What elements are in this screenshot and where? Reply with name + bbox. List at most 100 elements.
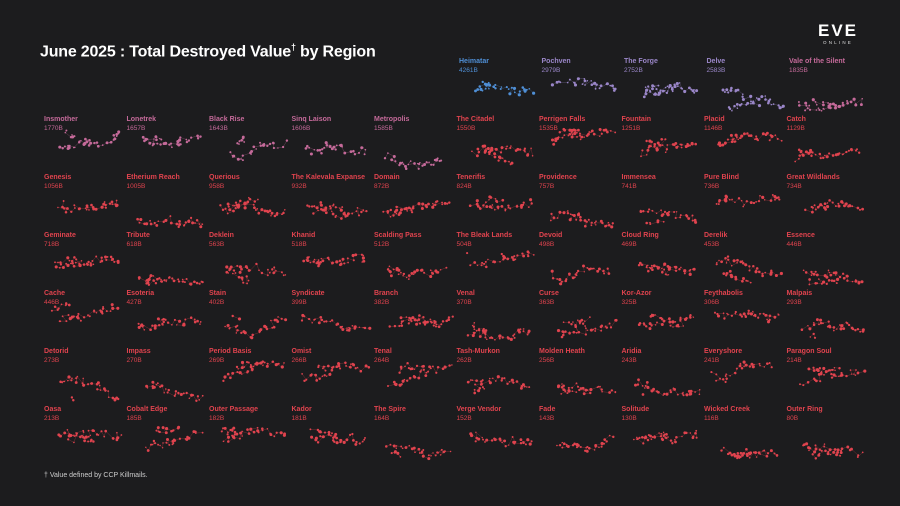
region-value: 1005B (126, 183, 146, 190)
region-value: 518B (291, 241, 307, 248)
system-point (574, 276, 576, 279)
system-point (574, 273, 577, 276)
system-point (595, 224, 597, 226)
region-cell: Kor-Azor 325B (622, 290, 702, 344)
system-point (600, 329, 603, 332)
region-map (550, 77, 617, 92)
system-point (171, 429, 175, 432)
system-point (394, 382, 398, 387)
system-point (201, 431, 204, 434)
system-point (499, 87, 502, 91)
system-point (100, 205, 104, 209)
system-point (310, 373, 313, 376)
system-point (137, 325, 141, 329)
system-point (70, 210, 73, 214)
system-point (768, 362, 771, 364)
system-point (361, 326, 364, 329)
system-point (324, 320, 327, 323)
system-point (736, 258, 739, 262)
system-point (566, 81, 568, 84)
system-point (224, 325, 226, 328)
system-point (575, 271, 578, 274)
system-point (751, 101, 755, 105)
system-point (402, 274, 404, 277)
system-point (747, 309, 750, 312)
region-name: Kor-Azor (621, 290, 652, 297)
system-point (575, 218, 578, 221)
system-point (156, 426, 160, 430)
system-point (666, 436, 669, 438)
region-map (639, 208, 697, 226)
system-point (66, 146, 70, 151)
system-point (393, 324, 397, 328)
system-point (59, 263, 63, 266)
system-point (408, 316, 411, 320)
region-name: Venal (456, 290, 475, 297)
system-point (558, 131, 562, 134)
system-point (744, 363, 748, 367)
system-point (167, 388, 170, 392)
system-point (198, 323, 201, 325)
system-point (335, 322, 339, 326)
system-point (637, 436, 641, 440)
system-point (120, 434, 123, 436)
region-name: The Kalevala Expanse (291, 174, 366, 181)
system-point (582, 77, 585, 80)
system-point (108, 202, 112, 205)
system-point (666, 85, 669, 88)
system-point (338, 259, 341, 263)
system-point (386, 211, 389, 214)
system-point (483, 82, 487, 86)
system-point (837, 204, 840, 208)
system-point (246, 371, 249, 374)
system-point (673, 85, 677, 89)
system-point (471, 334, 475, 338)
system-point (225, 270, 229, 274)
system-point (527, 206, 530, 209)
system-point (500, 146, 503, 150)
system-point (664, 432, 668, 436)
system-point (592, 267, 595, 270)
system-point (253, 200, 257, 203)
system-point (489, 149, 492, 152)
system-point (555, 80, 559, 84)
system-point (473, 383, 476, 386)
system-point (70, 315, 74, 319)
system-point (779, 271, 783, 276)
system-point (647, 208, 650, 211)
system-point (757, 139, 759, 142)
system-point (169, 142, 172, 145)
system-point (343, 215, 347, 218)
system-point (778, 106, 782, 110)
system-point (152, 138, 155, 140)
region-value: 1643B (209, 125, 228, 132)
system-point (490, 439, 493, 442)
system-point (844, 202, 848, 206)
system-point (74, 381, 78, 384)
system-point (234, 201, 238, 204)
system-point (61, 315, 64, 318)
system-point (87, 440, 90, 443)
system-point (561, 136, 564, 139)
system-point (272, 360, 274, 363)
system-point (436, 451, 439, 454)
system-point (358, 326, 360, 329)
system-point (590, 221, 593, 224)
system-point (806, 367, 810, 371)
system-point (74, 261, 77, 264)
system-point (565, 278, 568, 281)
system-point (500, 198, 504, 202)
system-point (53, 305, 57, 308)
system-point (273, 214, 277, 218)
system-point (392, 444, 396, 448)
region-connection (588, 219, 592, 226)
system-point (673, 439, 676, 441)
system-point (172, 279, 175, 283)
system-point (584, 388, 588, 392)
system-point (512, 255, 515, 258)
system-point (740, 199, 743, 202)
region-connection (653, 432, 659, 437)
system-point (257, 211, 261, 215)
system-point (72, 398, 75, 402)
